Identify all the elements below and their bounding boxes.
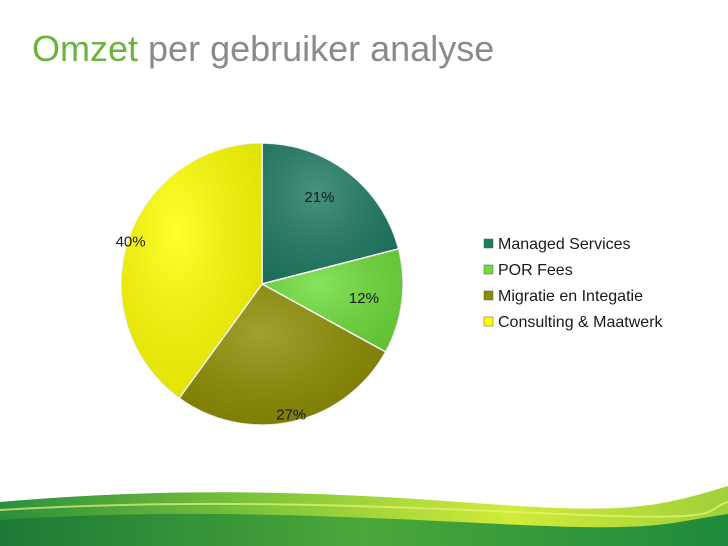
- legend-label: Migratie en Integatie: [498, 288, 643, 305]
- slice-label: 12%: [349, 290, 379, 307]
- pie-slices: [120, 142, 404, 426]
- title-accent: Omzet: [32, 28, 139, 69]
- slice-label: 21%: [304, 189, 334, 206]
- legend-swatch: [483, 290, 494, 301]
- legend: Managed Services POR Fees Migratie en Inte…: [483, 236, 664, 331]
- legend-swatch: [483, 238, 494, 249]
- page-title: Omzet per gebruiker analyse: [32, 28, 494, 70]
- legend-swatch: [483, 316, 494, 327]
- legend-label: Consulting & Maatwerk: [498, 314, 664, 331]
- footer-band: [0, 486, 728, 546]
- legend-label: POR Fees: [498, 262, 573, 279]
- legend-label: Managed Services: [498, 236, 631, 253]
- slice-label: 27%: [276, 407, 306, 424]
- footer-band-dark: [0, 513, 728, 546]
- slice-labels: 21% 12% 27% 40%: [116, 189, 379, 424]
- title-rest: per gebruiker analyse: [148, 28, 495, 69]
- footer-band-highlight: [0, 501, 728, 518]
- slice-label: 40%: [116, 233, 146, 250]
- pie-chart: 21% 12% 27% 40% Managed Services POR Fees Mig…: [116, 142, 664, 426]
- legend-swatch: [483, 264, 494, 275]
